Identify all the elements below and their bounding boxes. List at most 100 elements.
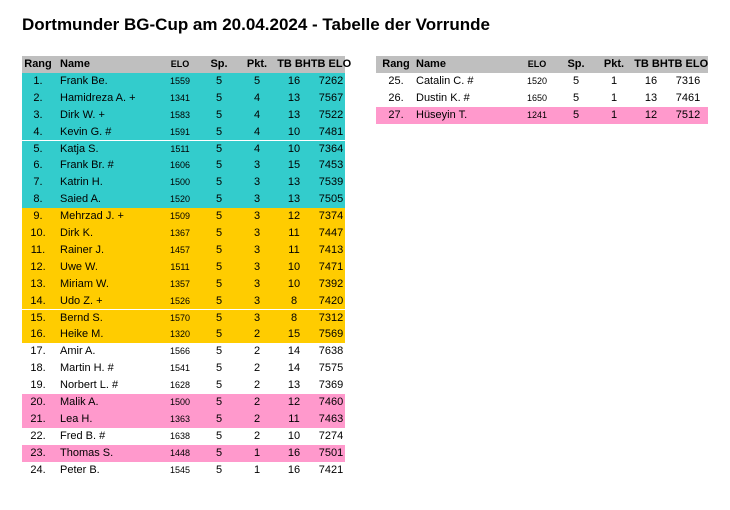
cell: 11. [30, 243, 46, 256]
table-row: 21. Lea H. 1363 5 2 11 7463 [22, 410, 345, 428]
cell: 17. [30, 345, 46, 358]
cell: 1500 [169, 177, 191, 188]
cell: 5 [215, 159, 223, 172]
cell: 7481 [318, 125, 344, 138]
cell: 21. [30, 412, 46, 425]
cell: 1 [610, 108, 618, 121]
cell: 7262 [318, 74, 344, 87]
cell: 7. [33, 176, 43, 189]
cell: Fred B. # [60, 429, 106, 442]
cell: Thomas S. [60, 446, 114, 459]
cell: 1545 [169, 464, 191, 475]
cell: 3 [253, 260, 261, 273]
table-row: 20. Malik A. 1500 5 2 12 7460 [22, 394, 345, 411]
cell: Kevin G. # [60, 125, 112, 138]
cell: 8. [33, 193, 43, 206]
cell: 7312 [318, 311, 344, 324]
cell: Frank Be. [60, 74, 108, 87]
table-row: 19. Norbert L. # 1628 5 2 13 7369 [22, 377, 345, 394]
cell: 5 [215, 362, 223, 375]
cell: 11 [288, 243, 300, 256]
cell: 7505 [318, 193, 344, 206]
header-row: Rang Name ELO Sp. Pkt. TB BH TB ELO [376, 56, 708, 73]
cell: Peter B. [60, 463, 100, 476]
cell: 7575 [318, 362, 344, 375]
cell: Dirk W. + [60, 108, 105, 121]
cell: 11 [288, 227, 300, 239]
cell: 3 [253, 227, 261, 239]
cell: 13. [30, 277, 46, 290]
cell: Lea H. [60, 412, 93, 425]
cell: Bernd S. [60, 311, 103, 324]
cell: 7567 [318, 91, 344, 104]
cell: 5 [215, 260, 223, 273]
cell: 7638 [318, 345, 344, 358]
cell: Udo Z. + [60, 294, 103, 307]
cell: 5 [215, 463, 223, 476]
cell: 1 [253, 446, 261, 459]
cell: 2 [253, 328, 261, 341]
cell: 20. [30, 396, 46, 408]
cell: 9. [33, 210, 43, 223]
cell: 1638 [169, 430, 191, 441]
cell: Rainer J. [60, 243, 105, 256]
table-row: 1. Frank Be. 1559 5 5 16 7262 [22, 72, 345, 90]
cell: 2 [253, 396, 261, 408]
cell: 1526 [169, 295, 191, 306]
cell: 15 [287, 159, 301, 172]
table-row: 16. Heike M. 1320 5 2 15 7569 [22, 326, 345, 344]
cell: 12 [287, 396, 301, 408]
table-row: 9. Mehrzad J. + 1509 5 3 12 7374 [22, 208, 345, 225]
cell: 7274 [318, 429, 344, 442]
header-cell: TB ELO [310, 58, 352, 70]
table-row: 17. Amir A. 1566 5 2 14 7638 [22, 343, 345, 360]
cell: 1509 [169, 211, 191, 222]
cell: 24. [30, 463, 46, 476]
cell: 8 [290, 311, 298, 324]
table-row: 13. Miriam W. 1357 5 3 10 7392 [22, 275, 345, 293]
cell: 19. [30, 379, 46, 392]
cell: 3. [33, 108, 43, 121]
cell: 4 [253, 108, 261, 121]
cell: 5 [215, 243, 223, 256]
table-row: 4. Kevin G. # 1591 5 4 10 7481 [22, 123, 345, 141]
cell: 1320 [169, 329, 191, 340]
table-row: 15. Bernd S. 1570 5 3 8 7312 [22, 309, 345, 327]
cell: 13 [287, 176, 301, 189]
cell: 1511 [170, 261, 190, 272]
cell: 5 [215, 396, 223, 408]
header-cell: Rang [382, 58, 410, 70]
table-row: 27. Hüseyin T. 1241 5 1 12 7512 [376, 106, 708, 124]
cell: 13 [287, 108, 301, 121]
cell: 7447 [318, 227, 344, 239]
table-row: 23. Thomas S. 1448 5 1 16 7501 [22, 444, 345, 462]
cell: 2 [253, 429, 261, 442]
header-cell: Name [60, 58, 90, 70]
cell: 1520 [526, 75, 548, 86]
table-row: 8. Saied A. 1520 5 3 13 7505 [22, 191, 345, 209]
cell: Uwe W. [60, 260, 98, 273]
cell: 12. [30, 260, 46, 273]
cell: 5 [215, 379, 223, 392]
cell: 4 [253, 125, 261, 138]
cell: 7463 [318, 412, 344, 425]
cell: 7460 [318, 396, 344, 408]
cell: 1650 [526, 92, 548, 103]
cell: 1591 [169, 126, 191, 137]
cell: 3 [253, 159, 261, 172]
cell: 14. [30, 294, 46, 307]
cell: 16. [30, 328, 46, 341]
cell: 3 [253, 294, 261, 307]
cell: 27. [388, 108, 404, 121]
cell: 13 [644, 91, 658, 104]
header-cell: Rang [24, 58, 52, 70]
cell: 16 [644, 74, 658, 87]
header-cell: Sp. [567, 58, 585, 70]
cell: 7364 [318, 142, 344, 155]
cell: 1457 [169, 244, 191, 255]
cell: 23. [30, 446, 46, 459]
cell: 1583 [169, 109, 191, 120]
cell: 1570 [169, 312, 191, 323]
cell: 4. [33, 125, 43, 138]
